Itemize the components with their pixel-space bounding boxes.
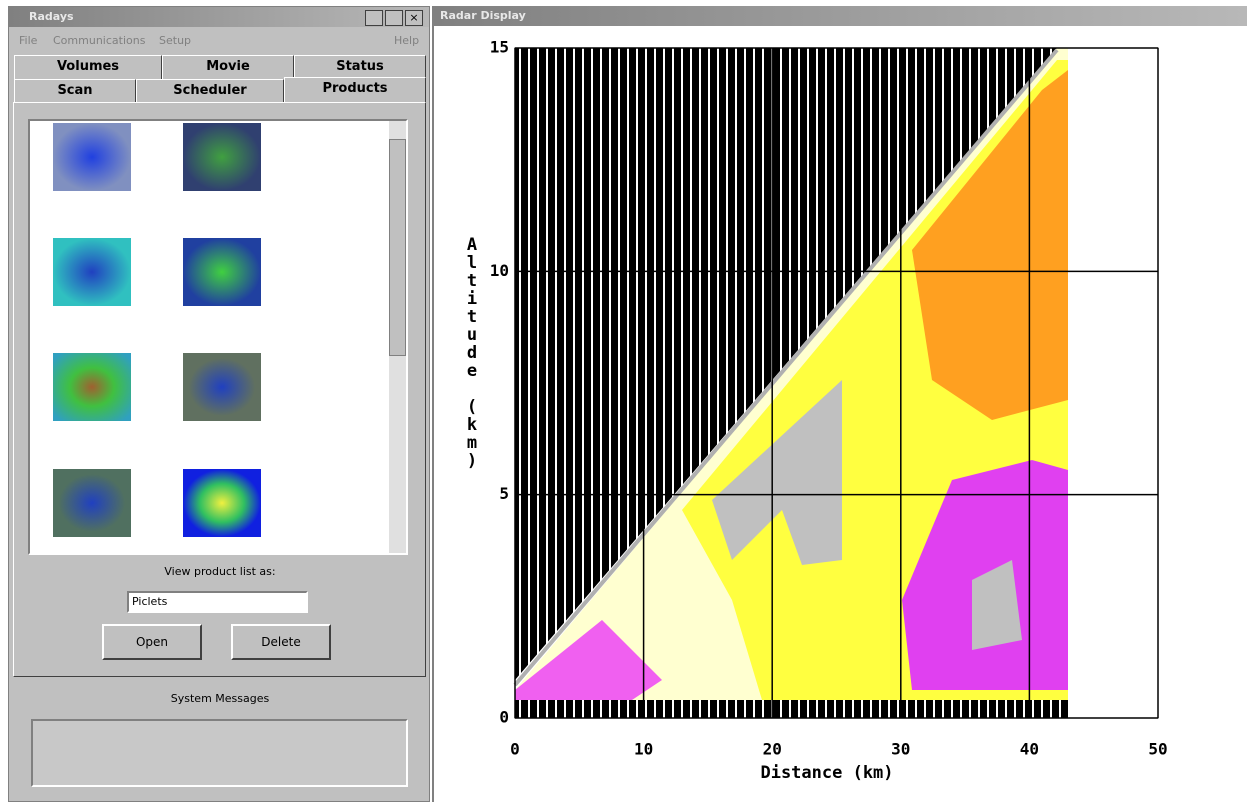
view-label: View product list as:	[9, 565, 431, 578]
messages-title: System Messages	[9, 692, 431, 705]
y-tick-label: 0	[499, 708, 509, 727]
thumbnail[interactable]	[53, 469, 131, 537]
tab[interactable]: Scan	[14, 79, 136, 103]
x-tick-label: 0	[510, 740, 520, 759]
scrollbar[interactable]	[389, 121, 406, 553]
x-tick-label: 10	[634, 740, 653, 759]
window-title: Radays	[29, 10, 74, 23]
x-tick-label: 30	[891, 740, 910, 759]
tab[interactable]: Status	[294, 55, 426, 79]
thumbnail[interactable]	[53, 238, 131, 306]
thumbnail[interactable]	[183, 238, 261, 306]
y-tick-label: 15	[490, 38, 509, 57]
x-axis-label: Distance (km)	[760, 763, 893, 783]
tab[interactable]: Scheduler	[136, 79, 284, 103]
thumbnail[interactable]	[183, 469, 261, 537]
ground-clutter	[515, 700, 1068, 718]
y-tick-label: 10	[490, 261, 509, 280]
dropdown[interactable]: Piclets	[127, 591, 308, 613]
thumbnail[interactable]	[53, 353, 131, 421]
button[interactable]: Open	[102, 624, 202, 660]
product-list	[28, 119, 408, 555]
thumbnail[interactable]	[183, 123, 261, 191]
x-tick-label: 20	[763, 740, 782, 759]
y-axis-label: Altitude (km)	[462, 235, 482, 469]
scroll-thumb[interactable]	[389, 139, 406, 356]
menu-item[interactable]: Communications	[53, 34, 145, 47]
minimize[interactable]	[365, 10, 383, 26]
x-tick-label: 50	[1148, 740, 1167, 759]
menu-item[interactable]: Help	[394, 34, 419, 47]
messages-box	[31, 719, 408, 787]
x-tick-label: 40	[1020, 740, 1039, 759]
screen: Radays × File Communications Setup Help …	[0, 0, 1247, 802]
close[interactable]: ×	[405, 10, 423, 26]
window-controls: ×	[365, 10, 425, 25]
tab-active[interactable]: Products	[284, 77, 426, 103]
radays-window: Radays × File Communications Setup Help …	[8, 6, 430, 802]
menu-item[interactable]: Setup	[159, 34, 191, 47]
menu-item[interactable]: File	[19, 34, 37, 47]
chart: 0 10 20 30 40 50 0 5 10 15 Distance (km)	[432, 0, 1247, 802]
maximize[interactable]	[385, 10, 403, 26]
thumbnail[interactable]	[53, 123, 131, 191]
button[interactable]: Delete	[231, 624, 331, 660]
tab[interactable]: Volumes	[14, 55, 162, 79]
tab[interactable]: Movie	[162, 55, 294, 79]
thumbnail[interactable]	[183, 353, 261, 421]
y-tick-label: 5	[499, 484, 509, 503]
